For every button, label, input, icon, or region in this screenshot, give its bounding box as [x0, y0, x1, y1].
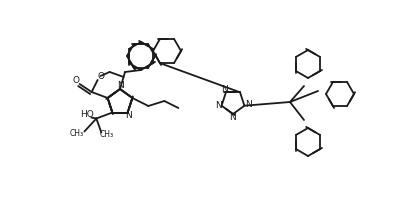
Text: CH₃: CH₃ — [99, 130, 114, 139]
Text: CH₃: CH₃ — [69, 129, 83, 138]
Text: N: N — [245, 100, 252, 109]
Text: N: N — [117, 81, 123, 90]
Text: O: O — [97, 73, 104, 81]
Text: HO: HO — [80, 110, 94, 119]
Text: N: N — [229, 113, 236, 121]
Text: N: N — [125, 111, 132, 120]
Text: O: O — [72, 77, 79, 85]
Text: N: N — [221, 85, 228, 94]
Text: N: N — [215, 101, 222, 110]
